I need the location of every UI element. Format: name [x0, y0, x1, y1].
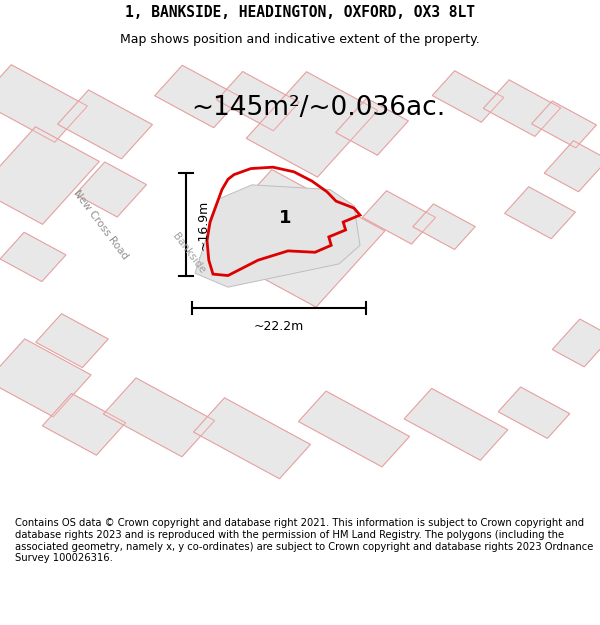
Text: ~22.2m: ~22.2m [254, 320, 304, 332]
Polygon shape [404, 388, 508, 460]
Polygon shape [76, 162, 146, 217]
Text: ~16.9m: ~16.9m [197, 199, 210, 249]
Polygon shape [155, 65, 241, 128]
Polygon shape [544, 141, 600, 192]
Text: 1, BANKSIDE, HEADINGTON, OXFORD, OX3 8LT: 1, BANKSIDE, HEADINGTON, OXFORD, OX3 8LT [125, 5, 475, 20]
Text: Map shows position and indicative extent of the property.: Map shows position and indicative extent… [120, 32, 480, 46]
Polygon shape [0, 65, 88, 142]
Polygon shape [36, 314, 108, 368]
Polygon shape [0, 127, 100, 224]
Polygon shape [103, 378, 215, 457]
Polygon shape [413, 204, 475, 249]
Polygon shape [194, 398, 310, 479]
Text: ~145m²/~0.036ac.: ~145m²/~0.036ac. [191, 95, 445, 121]
Polygon shape [195, 185, 360, 287]
Polygon shape [58, 90, 152, 159]
Polygon shape [362, 191, 436, 244]
Polygon shape [43, 394, 125, 455]
Polygon shape [0, 339, 91, 417]
Polygon shape [246, 72, 378, 177]
Text: Bankside: Bankside [170, 232, 208, 276]
Polygon shape [335, 98, 409, 155]
Polygon shape [0, 0, 574, 468]
Polygon shape [432, 71, 504, 122]
Text: New Cross Road: New Cross Road [71, 188, 130, 261]
Polygon shape [298, 391, 410, 467]
Polygon shape [217, 71, 299, 131]
Polygon shape [0, 54, 600, 586]
Polygon shape [203, 169, 385, 307]
Polygon shape [505, 187, 575, 239]
Text: Contains OS data © Crown copyright and database right 2021. This information is : Contains OS data © Crown copyright and d… [15, 518, 593, 563]
Polygon shape [498, 387, 570, 438]
Polygon shape [0, 232, 66, 282]
Polygon shape [532, 101, 596, 148]
Polygon shape [163, 238, 600, 607]
Polygon shape [483, 80, 561, 136]
Polygon shape [552, 319, 600, 367]
Text: 1: 1 [279, 209, 291, 227]
